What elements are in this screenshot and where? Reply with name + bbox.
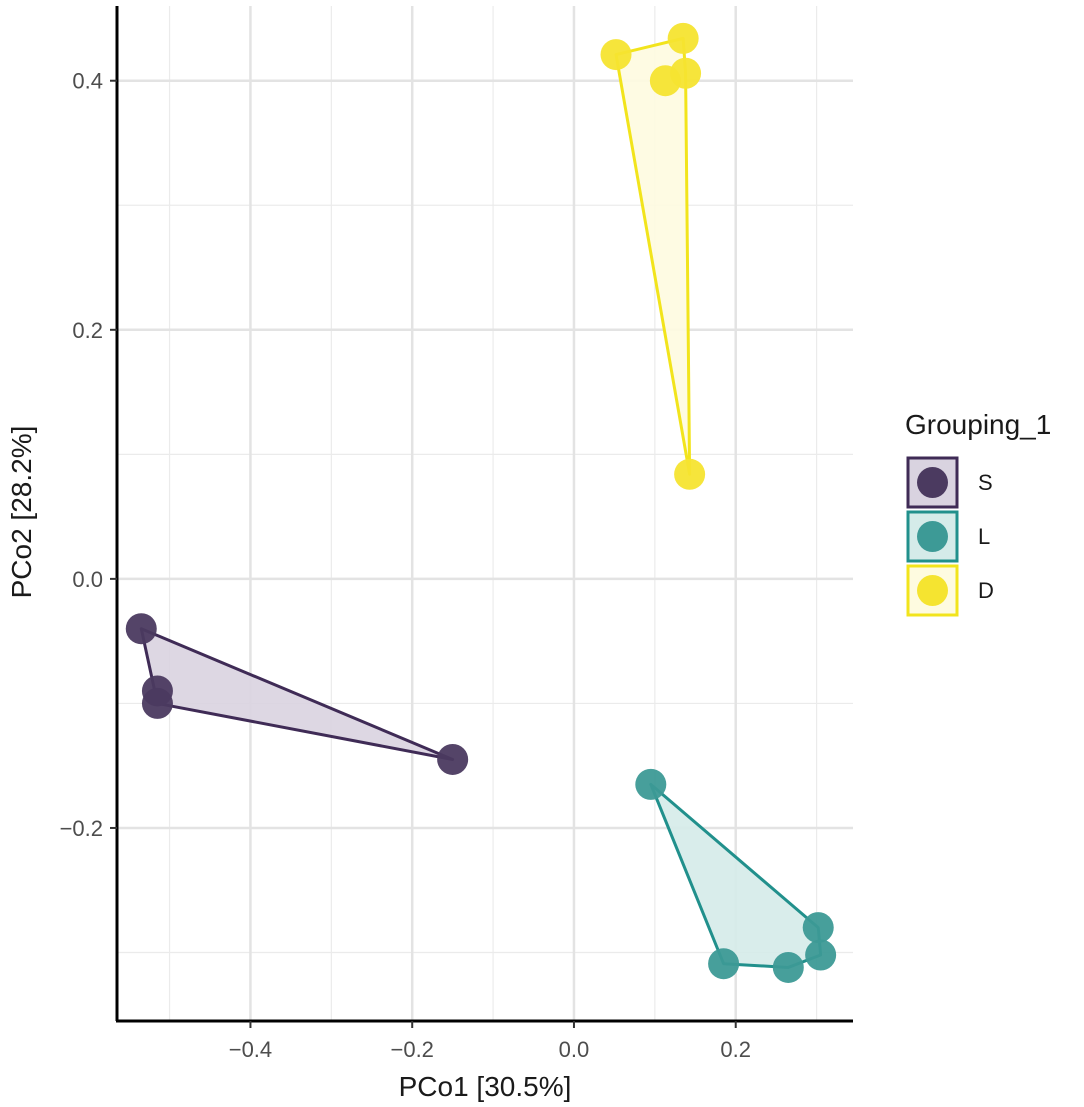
legend: Grouping_1 S L D [905, 409, 1051, 617]
x-axis-title: PCo1 [30.5%] [399, 1071, 572, 1102]
y-tick-label: 0.4 [72, 69, 103, 94]
point-S [141, 687, 173, 719]
point-L [772, 951, 804, 983]
hull-S [139, 627, 455, 761]
point-L [635, 768, 667, 800]
legend-label-D: D [978, 578, 994, 603]
point-L [802, 912, 834, 944]
axes [115, 6, 853, 1023]
point-D [674, 458, 706, 490]
x-tick-label: 0.2 [720, 1037, 751, 1062]
legend-label-L: L [978, 524, 990, 549]
point-L [708, 948, 740, 980]
x-tick-label: 0.0 [559, 1037, 590, 1062]
legend-items: S L D [906, 456, 994, 617]
grid-major [117, 6, 853, 1021]
y-axis-title: PCo2 [28.2%] [6, 426, 37, 599]
point-L [805, 939, 837, 971]
x-tick-label: −0.4 [229, 1037, 272, 1062]
hull-L [649, 782, 823, 969]
point-S [437, 743, 469, 775]
point-D [649, 65, 681, 97]
legend-point-S [917, 467, 948, 498]
legend-point-D [917, 575, 948, 606]
y-tick-label: −0.2 [60, 816, 103, 841]
point-D [667, 22, 699, 54]
y-tick-label: 0.0 [72, 567, 103, 592]
x-tick-label: −0.2 [390, 1037, 433, 1062]
legend-label-S: S [978, 470, 993, 495]
legend-title: Grouping_1 [905, 409, 1051, 440]
point-S [125, 613, 157, 645]
y-axis-ticks: −0.2 0.0 0.2 0.4 [60, 69, 117, 841]
legend-point-L [917, 521, 948, 552]
x-axis-ticks: −0.4 −0.2 0.0 0.2 [229, 1021, 751, 1062]
y-tick-label: 0.2 [72, 318, 103, 343]
data-points [125, 22, 837, 983]
group-hulls [139, 36, 823, 969]
point-D [600, 39, 632, 71]
